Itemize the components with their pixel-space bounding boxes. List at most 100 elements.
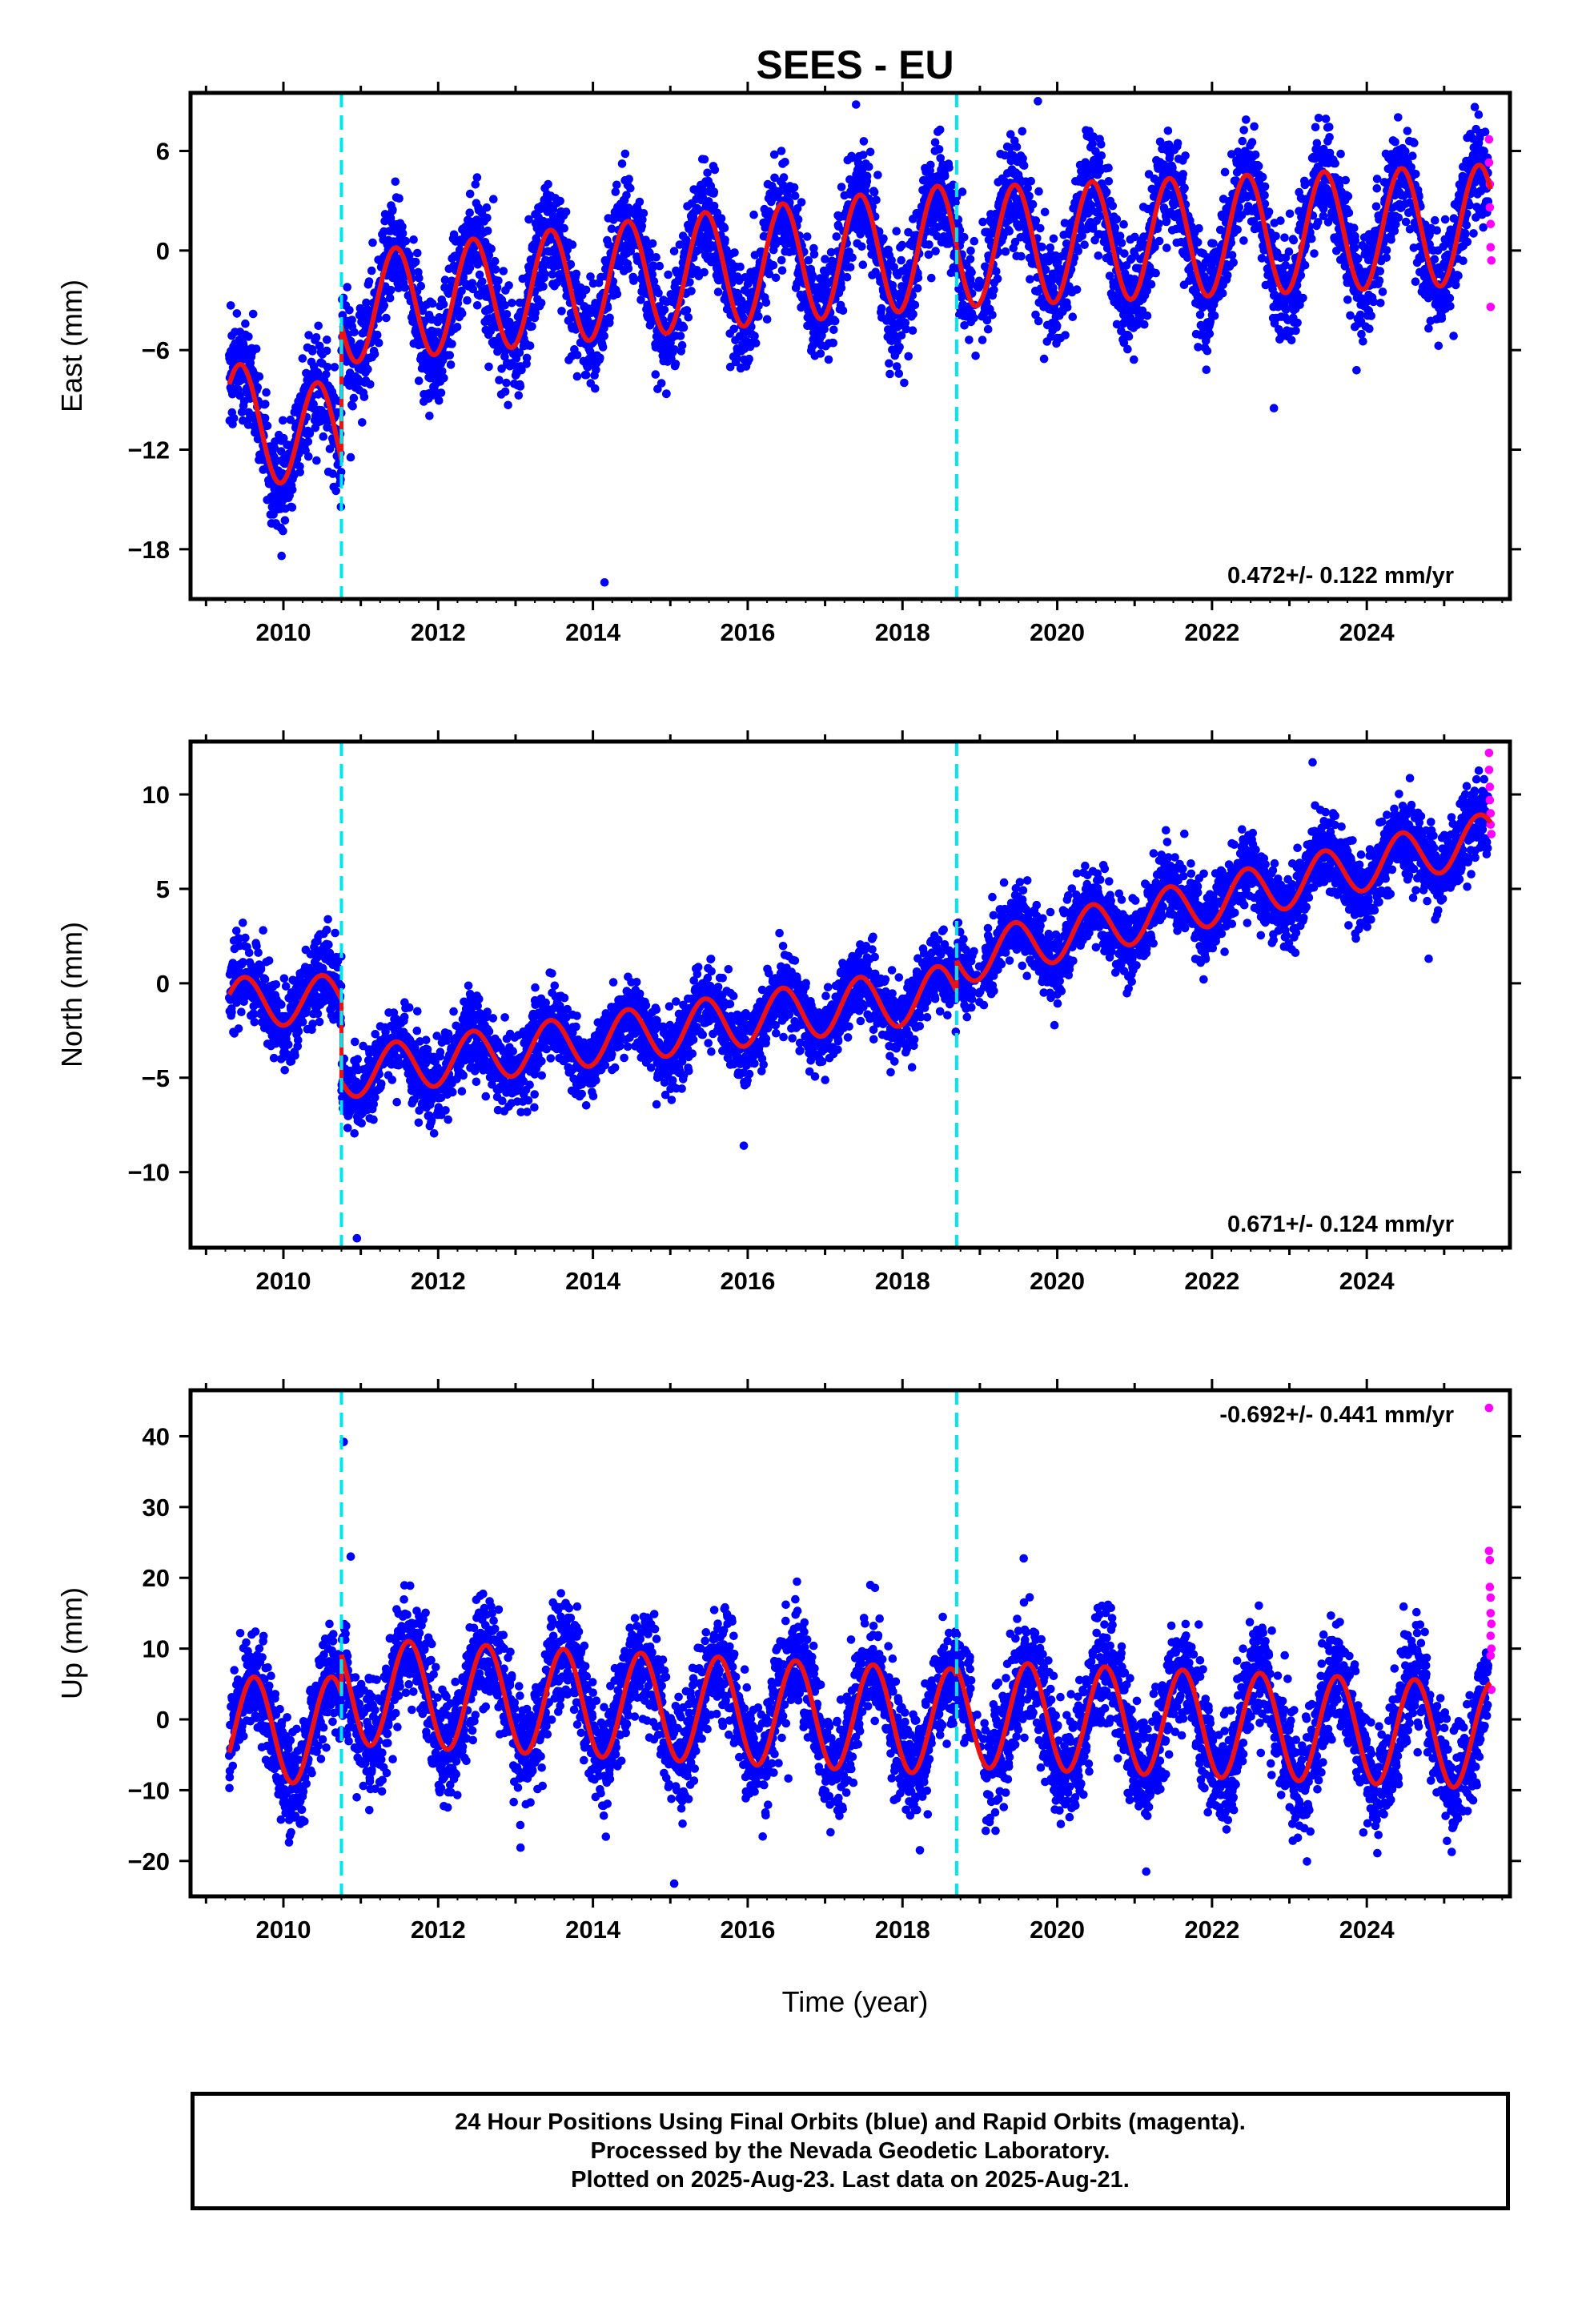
east-point (1372, 184, 1382, 193)
east-point (1271, 231, 1280, 241)
east-point (700, 155, 709, 164)
east-point (927, 273, 936, 283)
east-point (1307, 234, 1316, 243)
east-point (892, 227, 901, 236)
east-point (1140, 320, 1149, 329)
east-point (1341, 175, 1350, 185)
east-point (1039, 354, 1049, 364)
east-point (1391, 138, 1399, 147)
east-point (926, 160, 935, 170)
east-point (1280, 233, 1289, 243)
east-point (809, 250, 819, 259)
east-point (838, 306, 848, 316)
east-point (983, 324, 993, 334)
east-point (966, 255, 975, 263)
east-point (605, 313, 614, 323)
east-point (323, 363, 332, 372)
east-point (877, 304, 886, 313)
east-point (1325, 133, 1334, 142)
east-point (1346, 311, 1355, 320)
east-point (873, 171, 882, 179)
east-point (1163, 127, 1173, 135)
east-point (413, 248, 422, 258)
east-point (502, 310, 512, 319)
east-point (260, 413, 270, 423)
east-point (489, 195, 498, 203)
east-point (1394, 113, 1403, 122)
east-point (713, 287, 723, 296)
east-point (1310, 249, 1319, 258)
east-point (971, 352, 980, 360)
east-point (539, 282, 548, 292)
east-point (414, 376, 424, 385)
east-point (330, 363, 339, 372)
east-point (405, 251, 414, 259)
east-point (379, 301, 389, 310)
east-point (1371, 202, 1381, 211)
east-point (1102, 187, 1111, 197)
east-point (1025, 191, 1034, 201)
east-point (700, 267, 709, 277)
east-point (591, 384, 600, 393)
east-point (1258, 172, 1267, 182)
east-point (478, 277, 487, 286)
east-point (312, 456, 321, 465)
east-point (270, 444, 279, 452)
east-point (970, 236, 979, 246)
east-point (1365, 324, 1374, 333)
east-point (913, 273, 923, 283)
east-point (463, 296, 472, 305)
figure-title: SEES - EU (756, 42, 954, 87)
east-point (500, 387, 510, 396)
east-point (710, 165, 720, 175)
east-point (655, 261, 665, 271)
east-point (457, 309, 467, 318)
east-point (945, 163, 954, 172)
east-point (816, 349, 825, 358)
east-point (346, 452, 355, 462)
east-point (1247, 138, 1257, 147)
east-point (1001, 247, 1010, 256)
east-point (885, 359, 893, 368)
east-point (777, 255, 786, 265)
east-point (978, 217, 987, 227)
east-plot-area (225, 97, 1496, 587)
east-point (435, 396, 444, 405)
east-point (958, 187, 967, 196)
east-point (263, 421, 272, 431)
east-point (544, 179, 552, 189)
east-point (492, 283, 502, 292)
east-point (425, 412, 434, 420)
east-point (325, 444, 335, 453)
east-point (319, 432, 328, 441)
east-point (624, 175, 633, 183)
east-point (908, 326, 917, 336)
east-point (1104, 177, 1114, 186)
east-point (1254, 162, 1263, 171)
east-point (637, 222, 647, 231)
east-point (832, 232, 841, 241)
east-point (309, 400, 319, 409)
east-point (1394, 213, 1403, 223)
east-point (581, 370, 591, 380)
east-point (804, 255, 813, 265)
east-point (363, 364, 372, 374)
east-point (483, 226, 492, 235)
east-point (303, 437, 313, 446)
east-point (859, 137, 869, 146)
east-point (596, 353, 604, 363)
east-point (502, 378, 511, 388)
east-point (552, 278, 561, 287)
east-point (1028, 199, 1038, 209)
east-point (1203, 346, 1212, 356)
east-point (1209, 239, 1218, 248)
east-point (471, 180, 480, 189)
east-point (754, 312, 763, 321)
east-point (1019, 161, 1029, 170)
east-point (684, 313, 693, 322)
east-point (682, 306, 692, 315)
east-point (373, 330, 382, 340)
east-point (624, 264, 633, 273)
east-point (1250, 122, 1259, 131)
east-point (1321, 115, 1331, 123)
